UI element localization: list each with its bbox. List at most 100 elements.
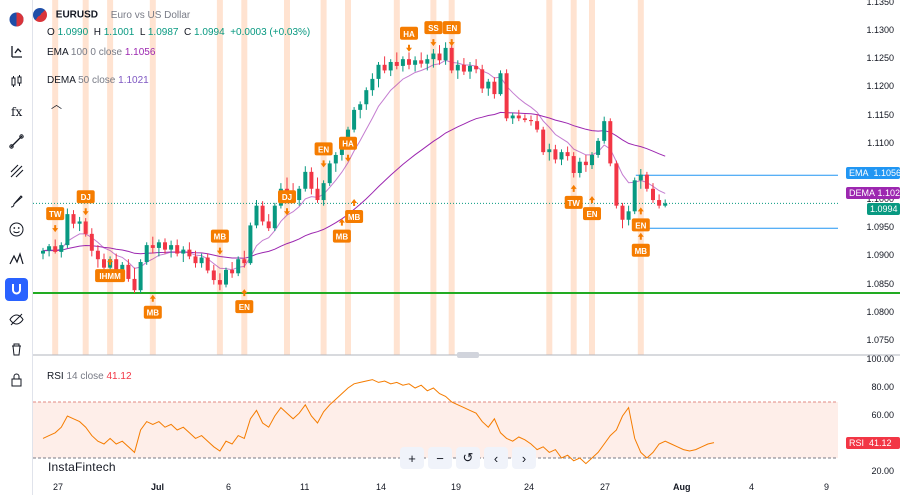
candle-body[interactable]	[59, 245, 64, 252]
signal-marker-ha[interactable]: HA	[339, 136, 357, 162]
candle-body[interactable]	[169, 245, 174, 250]
candle-body[interactable]	[114, 259, 119, 273]
candle-body[interactable]	[596, 140, 601, 155]
candle-body[interactable]	[663, 203, 668, 206]
candle-body[interactable]	[309, 171, 314, 189]
candle-body[interactable]	[541, 129, 546, 153]
candle-body[interactable]	[321, 183, 326, 201]
candle-body[interactable]	[388, 61, 393, 71]
candle-body[interactable]	[120, 264, 125, 273]
candle-body[interactable]	[590, 154, 594, 166]
candle-body[interactable]	[437, 53, 442, 61]
candle-body[interactable]	[41, 250, 45, 254]
candle-body[interactable]	[236, 259, 241, 274]
scroll-left-button[interactable]: ‹	[484, 447, 508, 469]
candle-body[interactable]	[602, 121, 607, 141]
candle-body[interactable]	[535, 121, 540, 130]
candle-body[interactable]	[644, 174, 649, 189]
candle-body[interactable]	[559, 152, 564, 160]
signal-marker-dj[interactable]: DJ	[76, 190, 95, 216]
candle-body[interactable]	[187, 249, 192, 257]
candle-body[interactable]	[89, 233, 94, 251]
candle-body[interactable]	[333, 154, 338, 164]
signal-marker-en[interactable]: EN	[583, 196, 601, 221]
candle-body[interactable]	[95, 250, 100, 260]
candle-body[interactable]	[443, 47, 448, 61]
candle-body[interactable]	[486, 81, 491, 89]
candle-body[interactable]	[266, 221, 271, 229]
zoom-out-button[interactable]: −	[428, 447, 452, 469]
signal-marker-mb[interactable]: MB	[143, 294, 162, 319]
rsi-legend[interactable]: RSI 14 close 41.12	[47, 371, 132, 382]
lock-icon[interactable]	[5, 368, 28, 391]
candle-body[interactable]	[211, 270, 216, 281]
candle-body[interactable]	[346, 129, 350, 144]
collapse-legend-icon[interactable]: ︿	[51, 99, 62, 111]
chart-area[interactable]: TW DJ IHMM MB MB EN DJ EN MB HA MB HA SS EN TW EN EN MB E…	[33, 0, 900, 495]
trendline-icon[interactable]	[5, 130, 28, 153]
signal-marker-ihmm[interactable]: IHMM	[95, 258, 126, 283]
candle-body[interactable]	[254, 205, 259, 226]
candle-body[interactable]	[504, 73, 509, 119]
candle-body[interactable]	[577, 161, 582, 173]
candle-body[interactable]	[242, 259, 247, 264]
candle-body[interactable]	[620, 205, 625, 220]
signal-marker-mb[interactable]: MB	[345, 198, 364, 223]
candle-body[interactable]	[132, 278, 137, 291]
patterns-icon[interactable]	[5, 248, 28, 271]
candle-body[interactable]	[498, 73, 503, 95]
signal-marker-tw[interactable]: TW	[46, 207, 65, 233]
candle-body[interactable]	[83, 221, 88, 234]
chart-type-icon[interactable]	[5, 40, 28, 63]
signal-marker-en[interactable]: EN	[442, 21, 461, 47]
signal-marker-mb[interactable]: MB	[631, 232, 650, 257]
candle-body[interactable]	[144, 245, 149, 263]
candle-body[interactable]	[407, 59, 411, 65]
candle-body[interactable]	[510, 115, 515, 119]
candle-body[interactable]	[419, 60, 424, 64]
signal-marker-tw[interactable]: TW	[564, 184, 583, 209]
candle-body[interactable]	[303, 171, 308, 189]
candle-body[interactable]	[400, 59, 405, 66]
signal-marker-en[interactable]: EN	[631, 207, 650, 232]
candle-body[interactable]	[522, 118, 527, 121]
chart-svg[interactable]: TW DJ IHMM MB MB EN DJ EN MB HA MB HA SS EN TW EN EN MB	[33, 0, 900, 495]
candle-body[interactable]	[614, 163, 619, 206]
signal-marker-ha[interactable]: HA	[400, 26, 418, 52]
candle-body[interactable]	[529, 120, 533, 122]
candle-body[interactable]	[102, 259, 106, 268]
signal-marker-mb[interactable]: MB	[210, 229, 229, 255]
candle-body[interactable]	[492, 81, 497, 95]
candle-body[interactable]	[260, 205, 265, 222]
candle-body[interactable]	[449, 47, 454, 71]
signal-marker-en[interactable]: EN	[235, 289, 254, 314]
candle-body[interactable]	[193, 256, 198, 264]
candle-body[interactable]	[413, 60, 418, 65]
candle-body[interactable]	[565, 152, 570, 157]
candle-body[interactable]	[163, 242, 167, 250]
candle-body[interactable]	[352, 109, 357, 130]
candle-body[interactable]	[480, 69, 485, 89]
candle-body[interactable]	[461, 64, 466, 72]
candle-body[interactable]	[626, 211, 631, 220]
candle-body[interactable]	[175, 245, 180, 254]
pitchfork-icon[interactable]	[5, 160, 28, 183]
candle-body[interactable]	[272, 205, 277, 229]
candle-body[interactable]	[327, 163, 332, 184]
candle-body[interactable]	[651, 188, 655, 201]
magnet-icon[interactable]	[5, 278, 28, 301]
candle-body[interactable]	[138, 262, 143, 291]
candle-body[interactable]	[150, 245, 155, 248]
candle-body[interactable]	[632, 180, 637, 212]
scroll-right-button[interactable]: ›	[512, 447, 536, 469]
pane-resize-handle[interactable]	[457, 352, 479, 358]
candle-body[interactable]	[156, 242, 161, 248]
candle-body[interactable]	[53, 246, 58, 252]
candle-body[interactable]	[468, 65, 472, 72]
candle-body[interactable]	[199, 257, 204, 264]
candle-body[interactable]	[516, 115, 521, 119]
emoji-icon[interactable]	[5, 218, 28, 241]
candle-body[interactable]	[382, 64, 387, 71]
candle-body[interactable]	[431, 53, 436, 60]
candle-body[interactable]	[455, 64, 460, 71]
